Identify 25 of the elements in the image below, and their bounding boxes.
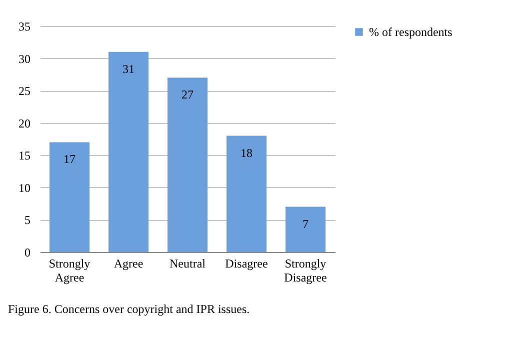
- bar: [168, 78, 208, 252]
- y-tick-label: 15: [18, 148, 30, 163]
- data-label: 7: [302, 216, 308, 231]
- x-tick-label: Agree: [114, 256, 144, 270]
- data-label: 17: [64, 152, 76, 166]
- x-tick-label: Strongly Agree: [48, 256, 90, 284]
- x-tick-label: Neutral: [170, 256, 206, 270]
- bar: [226, 136, 266, 252]
- x-tick-label: Disagree: [225, 256, 268, 270]
- bar: [50, 142, 90, 252]
- bar: [108, 52, 148, 252]
- data-label: 27: [182, 88, 194, 102]
- y-tick-label: 20: [18, 116, 30, 130]
- legend-label: % of respondents: [369, 25, 453, 39]
- data-label: 31: [122, 62, 134, 76]
- y-tick-label: 35: [18, 20, 30, 34]
- bar: [286, 206, 326, 252]
- y-tick-label: 30: [18, 52, 30, 66]
- y-tick-label: 25: [18, 84, 30, 98]
- y-tick-label: 10: [18, 180, 30, 195]
- data-label: 18: [240, 146, 252, 160]
- caption: Figure 6. Concerns over copyright and IPR issues.: [8, 302, 251, 317]
- y-tick-label: 5: [24, 213, 30, 228]
- y-tick-label: 0: [24, 246, 30, 260]
- x-tick-label: Strongly Disagree: [284, 256, 327, 284]
